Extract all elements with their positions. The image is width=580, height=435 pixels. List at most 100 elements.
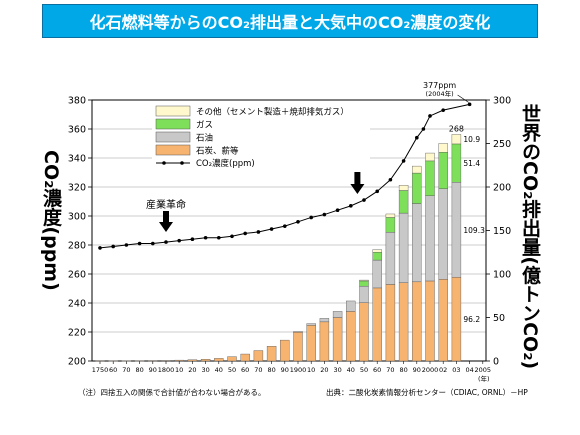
bar-segment-coal — [438, 279, 448, 362]
bar-segment-oil — [346, 300, 356, 312]
legend-label-line: CO₂濃度(ppm) — [196, 158, 255, 169]
bar-segment-gas — [372, 252, 382, 261]
bar-segment-coal — [108, 360, 118, 362]
bar-segment-coal — [95, 360, 105, 362]
bar-segment-coal — [425, 280, 435, 362]
x-axis-tick-label: 1900 — [290, 366, 307, 374]
legend-label-coal: 石炭、薪等 — [196, 146, 239, 157]
concentration-point — [137, 241, 142, 246]
bar-segment-gas — [438, 151, 448, 189]
concentration-point — [467, 102, 472, 107]
x-axis-tick-label: 40 — [347, 366, 355, 374]
legend-swatch-oil — [155, 131, 191, 143]
bar-segment-coal — [398, 282, 409, 362]
left-axis-tick-label: 340 — [68, 154, 86, 165]
x-axis-tick-label: 30 — [333, 366, 341, 374]
x-axis-tick-label: 40 — [215, 366, 223, 374]
bar-segment-oil — [451, 182, 462, 278]
bar-segment-other — [372, 249, 382, 253]
x-axis-tick-label: 1750 — [92, 366, 109, 374]
concentration-point — [256, 230, 261, 234]
left-axis-tick-label: 300 — [68, 212, 86, 223]
bar-value-label: 109.3 — [463, 226, 485, 235]
right-axis-tick-label: 150 — [493, 226, 511, 237]
annotation-peak-leader — [457, 94, 469, 103]
bar-segment-gas — [451, 143, 462, 183]
x-axis-tick-label: 50 — [228, 366, 236, 374]
bar-segment-coal — [359, 302, 369, 362]
concentration-point — [98, 246, 102, 250]
bar-segment-oil — [293, 331, 303, 333]
bar-segment-coal — [174, 359, 184, 362]
bar-segment-coal — [134, 360, 145, 362]
concentration-point — [322, 212, 327, 217]
bar-segment-other — [451, 134, 462, 145]
left-axis-tick-label: 240 — [68, 299, 86, 310]
right-axis-title: 世界のCO₂排出量(億トンCO₂) — [519, 104, 541, 370]
source-note: 出典：二酸化炭素情報分析センター（CDIAC, ORNL）－HP — [326, 388, 528, 397]
bar-segment-oil — [372, 259, 382, 289]
x-axis-tick-label: 20 — [188, 366, 196, 374]
concentration-point — [421, 127, 426, 131]
bar-segment-coal — [214, 358, 224, 362]
left-axis-tick-label: 220 — [68, 328, 86, 339]
x-axis-tick-label: 60 — [109, 366, 117, 374]
x-axis-tick-label: 70 — [122, 366, 130, 374]
left-axis-tick-label: 260 — [68, 270, 86, 281]
right-axis-tick-label: 250 — [493, 139, 511, 150]
bar-segment-oil — [319, 318, 330, 323]
x-axis-tick-label: 2000 — [422, 366, 439, 374]
x-axis-tick-label: 90 — [149, 366, 157, 374]
concentration-point — [362, 198, 366, 202]
left-axis-tick-label: 280 — [68, 241, 86, 252]
left-axis-tick-label: 360 — [68, 125, 86, 136]
bar-segment-coal — [280, 339, 290, 362]
bar-segment-coal — [187, 359, 198, 362]
x-axis-tick-label: 1800 — [158, 366, 175, 374]
bar-segment-gas — [398, 190, 409, 214]
legend-line-marker — [180, 161, 184, 165]
right-axis-tick-label: 0 — [493, 357, 499, 368]
bar-segment-other — [438, 143, 448, 153]
x-axis-tick-label: 30 — [201, 366, 209, 374]
concentration-point — [164, 240, 168, 244]
bar-segment-coal — [372, 287, 382, 362]
concentration-point — [388, 177, 393, 182]
ww2-arrow — [350, 172, 365, 194]
right-axis-tick-label: 100 — [493, 270, 511, 281]
bar-segment-other — [412, 165, 422, 174]
bar-segment-coal — [240, 353, 250, 362]
bar-segment-coal — [148, 360, 158, 362]
concentration-point — [296, 220, 300, 224]
legend-label-oil: 石油 — [196, 133, 213, 144]
bar-segment-coal — [253, 350, 264, 362]
x-axis-tick-label: 90 — [281, 366, 289, 374]
x-axis-tick-label: 50 — [360, 366, 368, 374]
bar-segment-coal — [412, 281, 422, 362]
concentration-point — [441, 108, 446, 112]
left-axis-tick-label: 320 — [68, 183, 86, 194]
bar-segment-coal — [266, 346, 277, 362]
bar-value-label: 10.9 — [463, 135, 480, 144]
bar-segment-gas — [359, 280, 369, 287]
x-axis-tick-label: 02 — [439, 366, 447, 374]
bar-segment-oil — [306, 323, 316, 326]
bar-segment-coal — [451, 277, 462, 362]
concentration-point — [217, 235, 221, 240]
x-axis-tick-label: 04 — [465, 366, 473, 374]
bar-segment-gas — [385, 217, 396, 233]
legend-label-other: その他（セメント製造＋焼却排気ガス） — [196, 107, 349, 118]
bar-segment-coal — [121, 360, 132, 362]
bar-segment-gas — [412, 172, 422, 204]
concentration-point — [335, 208, 340, 212]
bar-segment-other — [385, 213, 396, 218]
bar-value-label: 96.2 — [463, 315, 480, 324]
x-axis-tick-label: 10 — [307, 366, 315, 374]
bar-value-label: 51.4 — [463, 159, 480, 168]
concentration-point — [111, 244, 115, 249]
bar-segment-coal — [319, 321, 330, 362]
bar-segment-oil — [438, 188, 448, 280]
left-axis-tick-label: 200 — [68, 357, 86, 368]
x-axis-tick-label: 60 — [241, 366, 249, 374]
